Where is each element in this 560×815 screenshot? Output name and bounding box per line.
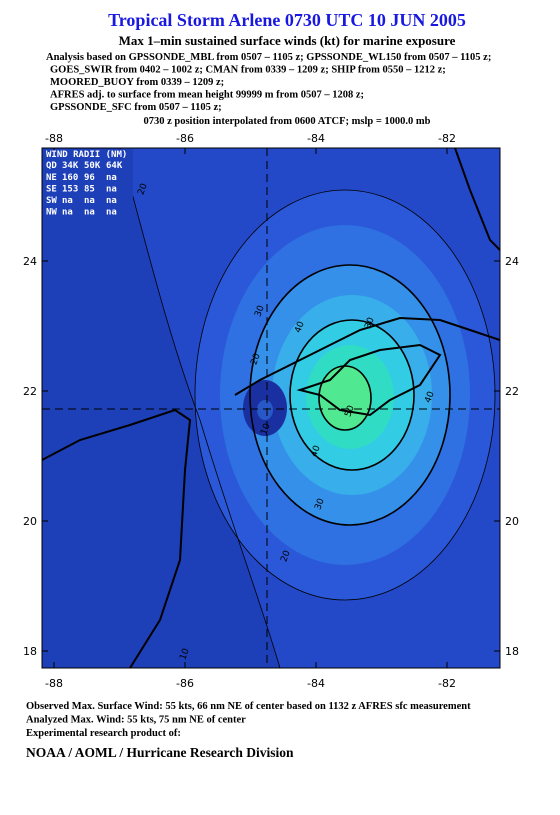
radii-cell: NE (46, 173, 57, 183)
analysis-line: GOES_SWIR from 0402 – 1002 z; CMAN from … (50, 65, 446, 76)
analysis-line: Analysis based on GPSSONDE_MBL from 0507… (46, 52, 491, 63)
lon-label: -82 (438, 132, 456, 145)
contour-label: 20 (249, 352, 262, 366)
lat-label: 22 (23, 385, 37, 398)
contour-label: 20 (136, 182, 149, 196)
lat-label: 24 (23, 255, 37, 268)
lon-label: -86 (176, 132, 194, 145)
radii-cell: SE (46, 185, 57, 195)
lat-label: 22 (505, 385, 519, 398)
radii-box (43, 149, 133, 221)
contour-label: 40 (293, 320, 306, 334)
contour-lines (119, 148, 496, 668)
lon-label: -88 (45, 677, 63, 690)
radii-cell: na (106, 173, 117, 183)
contour-label: 50 (343, 404, 356, 418)
radii-cell: 153 (62, 185, 78, 195)
radii-cell: SW (46, 196, 57, 206)
low-center (257, 400, 273, 420)
lat-label: 24 (505, 255, 519, 268)
coastline (42, 148, 500, 668)
contour-label: 30 (253, 304, 266, 318)
contour-label: 20 (279, 549, 292, 563)
contour-label: 10 (259, 422, 272, 436)
map-frame (41, 147, 501, 669)
contour-label: 40 (423, 390, 436, 404)
radii-cell: 85 (84, 185, 95, 195)
contour-label: 40 (309, 444, 322, 458)
radii-header: 64K (106, 161, 123, 171)
footer-line: Experimental research product of: (26, 728, 181, 739)
analysis-line: AFRES adj. to surface from mean height 9… (50, 90, 364, 101)
radii-title: WIND RADII (NM) (46, 150, 127, 160)
lat-label: 20 (23, 515, 37, 528)
radii-header: 50K (84, 161, 101, 171)
radii-cell: na (62, 196, 73, 206)
lon-label: -82 (438, 677, 456, 690)
radii-cell: 160 (62, 173, 78, 183)
footer-line: Analyzed Max. Wind: 55 kts, 75 nm NE of … (26, 715, 246, 726)
radii-header: QD (46, 161, 57, 171)
wind-field (42, 148, 500, 668)
lon-label: -84 (307, 132, 325, 145)
radii-cell: na (84, 208, 95, 218)
radii-cell: na (62, 208, 73, 218)
organization: NOAA / AOML / Hurricane Research Divisio… (26, 745, 294, 760)
analysis-line: MOORED_BUOY from 0339 – 1209 z; (50, 77, 224, 88)
lat-label: 18 (505, 645, 519, 658)
lon-label: -88 (45, 132, 63, 145)
radii-header: 34K (62, 161, 79, 171)
lat-label: 20 (505, 515, 519, 528)
radii-cell: 96 (84, 173, 95, 183)
lat-label: 18 (23, 645, 37, 658)
title: Tropical Storm Arlene 0730 UTC 10 JUN 20… (108, 10, 466, 30)
radii-cell: na (106, 196, 117, 206)
analysis-line: GPSSONDE_SFC from 0507 – 1105 z; (50, 102, 222, 113)
radii-cell: na (106, 208, 117, 218)
position-note: 0730 z position interpolated from 0600 A… (143, 116, 430, 127)
contour-label: 30 (363, 316, 376, 330)
contour-label: 10 (178, 647, 191, 661)
lon-label: -84 (307, 677, 325, 690)
radii-cell: na (84, 196, 95, 206)
contour-label: 30 (313, 497, 326, 511)
lon-label: -86 (176, 677, 194, 690)
footer-line: Observed Max. Surface Wind: 55 kts, 66 n… (26, 701, 471, 712)
subtitle: Max 1–min sustained surface winds (kt) f… (119, 33, 456, 48)
radii-cell: NW (46, 208, 57, 218)
radii-cell: na (106, 185, 117, 195)
